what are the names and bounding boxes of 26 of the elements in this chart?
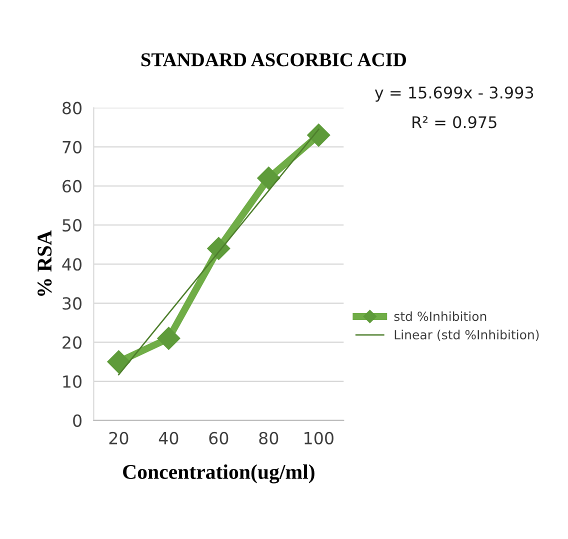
legend-label: std %Inhibition bbox=[394, 311, 486, 322]
point bbox=[107, 350, 130, 374]
x-tick-label: 100 bbox=[304, 432, 334, 444]
y-tick-label: 50 bbox=[62, 218, 82, 232]
y-tick-label: 0 bbox=[73, 414, 82, 427]
y-axis-title: % RSA bbox=[38, 230, 52, 296]
text: R² = 0.975 bbox=[412, 116, 496, 128]
point bbox=[307, 124, 330, 147]
y-tick-label: 80 bbox=[62, 102, 82, 114]
x-tick-label: 40 bbox=[158, 432, 178, 444]
y-tick-label: 40 bbox=[62, 258, 82, 271]
x-tick-label: 80 bbox=[259, 432, 278, 444]
text: y = 15.699x - 3.993 bbox=[374, 86, 534, 102]
y-tick-label: 20 bbox=[62, 336, 82, 349]
point bbox=[157, 326, 180, 350]
x-tick-label: 60 bbox=[209, 432, 228, 444]
y-tick-label: 30 bbox=[62, 297, 82, 310]
point bbox=[207, 236, 230, 260]
x-tick-label: 20 bbox=[109, 432, 128, 444]
legend-label: Linear (std %Inhibition) bbox=[394, 330, 539, 341]
x-axis-title: Concentration(ug/ml) bbox=[123, 464, 314, 484]
chart-title: STANDARD ASCORBIC ACID bbox=[141, 53, 406, 66]
y-tick-label: 10 bbox=[63, 375, 82, 388]
y-tick-label: 60 bbox=[62, 180, 82, 193]
y-tick-label: 70 bbox=[62, 140, 82, 154]
point bbox=[257, 166, 280, 190]
